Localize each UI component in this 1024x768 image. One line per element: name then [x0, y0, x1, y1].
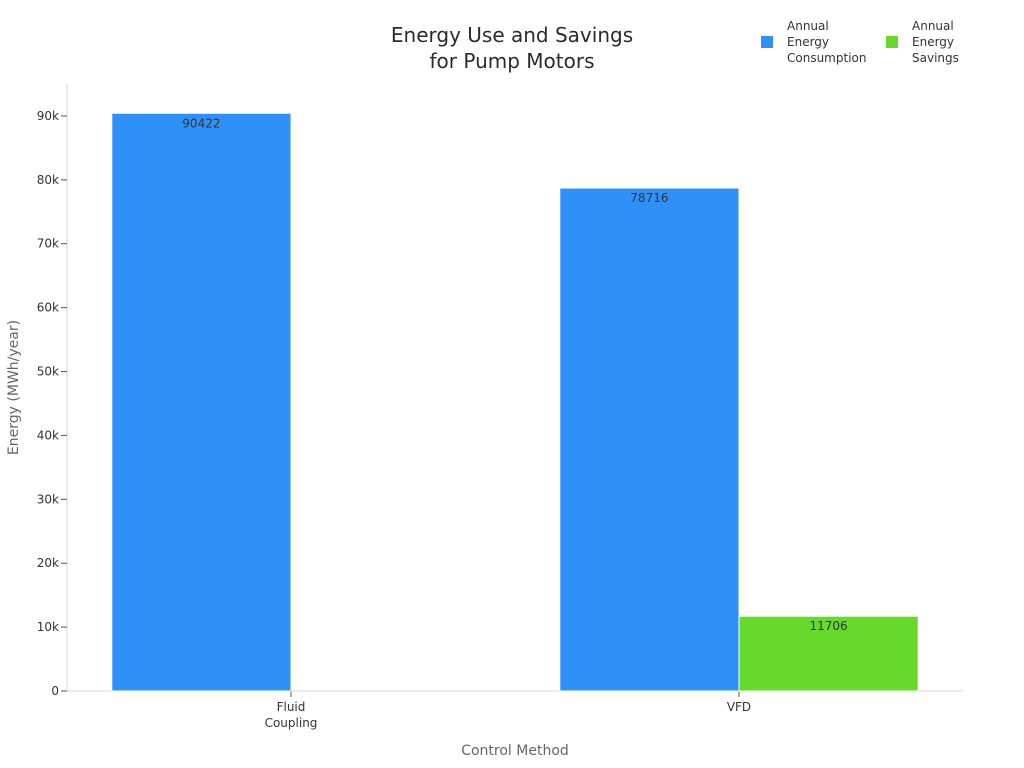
legend-label-savings: Annual Energy Savings [912, 19, 959, 65]
chart-title-line-2: for Pump Motors [429, 49, 595, 73]
bar-savings-vfd [738, 615, 919, 692]
data-label: 11706 [810, 619, 848, 633]
legend-swatch-savings [886, 36, 898, 48]
y-tick-label: 80k [37, 173, 59, 187]
y-tick-label: 40k [37, 428, 59, 442]
y-tick-label: 90k [37, 109, 59, 123]
x-tick-label: Coupling [265, 716, 318, 730]
y-tick-label: 0 [51, 684, 59, 698]
y-tick-label: 30k [37, 492, 59, 506]
x-tick-label: VFD [727, 700, 751, 714]
y-tick-label: 10k [37, 620, 59, 634]
y-axis-label: Energy (MWh/year) [6, 320, 22, 455]
x-tick-label: Fluid [277, 700, 306, 714]
legend-label-consumption: Annual Energy Consumption [787, 19, 867, 65]
y-tick-label: 70k [37, 237, 59, 251]
chart-title-line-1: Energy Use and Savings [390, 23, 634, 47]
y-tick-label: 50k [37, 365, 59, 379]
y-tick-label: 60k [37, 301, 59, 315]
bar-consumption-vfd [559, 187, 740, 692]
x-axis-label: Control Method [461, 743, 569, 759]
data-label: 78716 [630, 191, 668, 205]
y-tick-label: 20k [37, 556, 59, 570]
data-label: 90422 [182, 116, 220, 130]
legend-swatch-consumption [761, 36, 773, 48]
bar-consumption-fluid-coupling [111, 112, 292, 692]
